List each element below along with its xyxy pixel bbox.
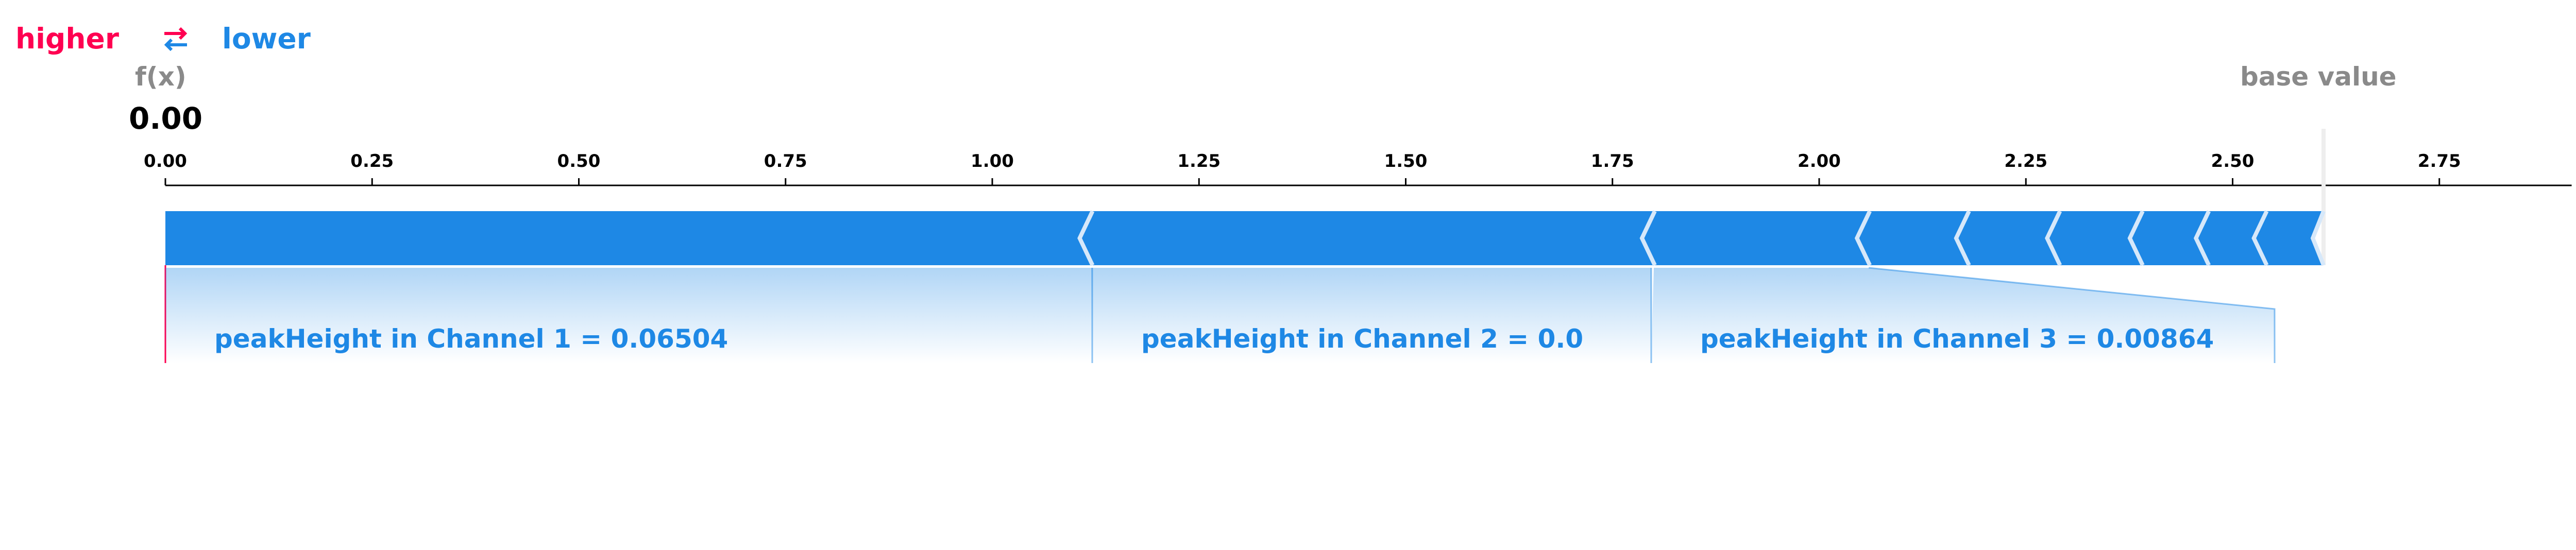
- segment-end-cap: [2310, 210, 2326, 266]
- force-segment: [1641, 211, 1869, 265]
- force-segment: [2195, 211, 2266, 265]
- feature-label: peakHeight in Channel 1 = 0.06504: [214, 324, 728, 354]
- force-segment: [2252, 211, 2324, 265]
- x-tick-label: 2.25: [2004, 151, 2047, 171]
- label-band: [1651, 268, 2275, 363]
- segment-separator: [1954, 210, 1971, 266]
- segment-separator: [2193, 210, 2211, 266]
- x-tick-label: 2.75: [2418, 151, 2461, 171]
- segment-separator: [1077, 210, 1095, 266]
- fx-label: f(x): [135, 62, 187, 92]
- x-tick-label: 0.75: [764, 151, 807, 171]
- segment-separator: [2045, 210, 2062, 266]
- legend-lower-label: lower: [222, 22, 311, 55]
- x-tick-label: 2.00: [1798, 151, 1841, 171]
- segment-separator: [2127, 210, 2145, 266]
- segment-separator: [1854, 210, 1872, 266]
- x-tick-label: 1.00: [971, 151, 1014, 171]
- x-tick-label: 1.75: [1591, 151, 1634, 171]
- force-segment: [1856, 211, 1968, 265]
- feature-label: peakHeight in Channel 3 = 0.00864: [1700, 324, 2214, 354]
- label-band: [165, 268, 1092, 363]
- x-tick-label: 0.00: [144, 151, 187, 171]
- force-segment: [1078, 211, 1654, 265]
- fx-value: 0.00: [129, 101, 203, 136]
- x-tick-label: 1.50: [1384, 151, 1428, 171]
- x-tick-label: 0.25: [350, 151, 394, 171]
- x-tick-label: 1.25: [1177, 151, 1221, 171]
- force-segment: [2128, 211, 2208, 265]
- legend: higher lower: [15, 15, 311, 62]
- force-segment: [2046, 211, 2142, 265]
- feature-label: peakHeight in Channel 2 = 0.0: [1141, 324, 1583, 354]
- force-segment: [165, 211, 1092, 265]
- segment-separator: [2251, 210, 2269, 266]
- label-band: [1091, 268, 1654, 363]
- base-value-label: base value: [2240, 62, 2397, 92]
- x-tick-label: 0.50: [557, 151, 601, 171]
- legend-higher-label: higher: [15, 22, 119, 55]
- swap-arrows-icon: [164, 27, 188, 51]
- label-band-edge: [1869, 267, 2276, 363]
- x-tick-label: 2.50: [2211, 151, 2255, 171]
- force-segment: [1955, 211, 2059, 265]
- segment-separator: [1639, 210, 1657, 266]
